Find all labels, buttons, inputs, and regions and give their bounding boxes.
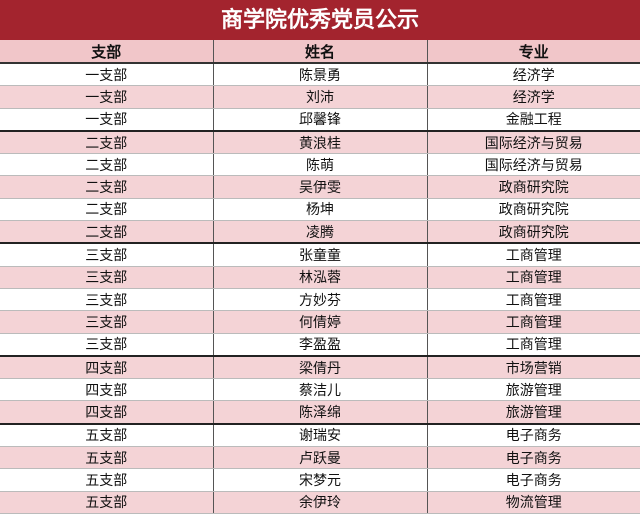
table-row: 五支部 谢瑞安 电子商务 [0,423,640,448]
table-cell: 经济学 [426,85,640,109]
table-cell: 黄浪桂 [212,130,428,155]
table-row: 三支部 张童童 工商管理 [0,243,640,267]
table-cell: 电子商务 [426,468,640,492]
table-cell: 经济学 [426,63,640,87]
table-cell: 卢跃曼 [212,446,428,470]
table-cell: 政商研究院 [426,198,640,222]
table-cell: 五支部 [0,446,214,470]
table-cell: 二支部 [0,153,214,177]
table-row: 二支部 杨坤 政商研究院 [0,198,640,222]
table-row: 五支部 宋梦元 电子商务 [0,468,640,492]
table-cell: 吴伊雯 [212,175,428,199]
table-body: 一支部 陈景勇 经济学 一支部 刘沛 经济学 一支部 邱馨锋 金融工程 二支部 黄浪桂 国际经济与贸易… [0,63,640,514]
table-cell: 金融工程 [426,108,640,132]
table-cell: 三支部 [0,288,214,312]
table-cell: 三支部 [0,243,214,267]
table-row: 一支部 刘沛 经济学 [0,85,640,109]
header-row: 支部 姓名 专业 [0,40,640,64]
table-row: 二支部 黄浪桂 国际经济与贸易 [0,130,640,155]
table-cell: 张童童 [212,243,428,267]
table-cell: 一支部 [0,108,214,132]
table-cell: 五支部 [0,491,214,514]
table-cell: 五支部 [0,468,214,492]
table-row: 四支部 蔡洁儿 旅游管理 [0,378,640,402]
table-cell: 陈景勇 [212,63,428,87]
table-row: 五支部 卢跃曼 电子商务 [0,446,640,470]
table-cell: 二支部 [0,175,214,199]
table-cell: 三支部 [0,266,214,289]
table-cell: 物流管理 [426,491,640,514]
table-cell: 二支部 [0,198,214,222]
table-row: 三支部 方妙芬 工商管理 [0,288,640,312]
table-row: 二支部 吴伊雯 政商研究院 [0,175,640,199]
table-cell: 杨坤 [212,198,428,222]
table-cell: 凌腾 [212,220,428,245]
table-cell: 工商管理 [426,333,640,357]
table-row: 一支部 邱馨锋 金融工程 [0,108,640,132]
member-table: 支部 姓名 专业 一支部 陈景勇 经济学 一支部 刘沛 经济学 一支部 邱馨锋 金融工程 二支部 黄浪桂… [0,40,640,514]
table-cell: 电子商务 [426,423,640,448]
table-cell: 工商管理 [426,310,640,334]
table-cell: 蔡洁儿 [212,378,428,402]
table-cell: 一支部 [0,85,214,109]
header-cell: 支部 [0,40,214,64]
table-row: 四支部 梁倩丹 市场营销 [0,355,640,380]
table-cell: 陈萌 [212,153,428,177]
table-cell: 三支部 [0,310,214,334]
table-row: 四支部 陈泽绵 旅游管理 [0,400,640,425]
table-row: 一支部 陈景勇 经济学 [0,63,640,87]
table-cell: 国际经济与贸易 [426,130,640,155]
table-cell: 工商管理 [426,288,640,312]
table-cell: 二支部 [0,130,214,155]
table-row: 五支部 余伊玲 物流管理 [0,491,640,514]
table-cell: 市场营销 [426,355,640,380]
table-cell: 五支部 [0,423,214,448]
table-cell: 政商研究院 [426,220,640,245]
header-cell: 姓名 [212,40,428,64]
table-cell: 三支部 [0,333,214,357]
table-row: 三支部 李盈盈 工商管理 [0,333,640,357]
table-cell: 宋梦元 [212,468,428,492]
table-cell: 余伊玲 [212,491,428,514]
table-cell: 政商研究院 [426,175,640,199]
table-cell: 梁倩丹 [212,355,428,380]
table-cell: 陈泽绵 [212,400,428,425]
table-cell: 林泓蓉 [212,266,428,289]
table-cell: 何倩婷 [212,310,428,334]
table-row: 三支部 何倩婷 工商管理 [0,310,640,334]
table-row: 二支部 陈萌 国际经济与贸易 [0,153,640,177]
table-cell: 二支部 [0,220,214,245]
table-cell: 旅游管理 [426,400,640,425]
table-cell: 四支部 [0,378,214,402]
table-cell: 谢瑞安 [212,423,428,448]
header-cell: 专业 [426,40,640,64]
table-cell: 一支部 [0,63,214,87]
table-cell: 四支部 [0,400,214,425]
table-cell: 工商管理 [426,266,640,289]
table-cell: 四支部 [0,355,214,380]
table-cell: 国际经济与贸易 [426,153,640,177]
table-cell: 工商管理 [426,243,640,267]
table-cell: 方妙芬 [212,288,428,312]
table-cell: 李盈盈 [212,333,428,357]
page-title: 商学院优秀党员公示 [0,0,640,40]
table-row: 二支部 凌腾 政商研究院 [0,220,640,245]
table-row: 三支部 林泓蓉 工商管理 [0,266,640,289]
table-cell: 邱馨锋 [212,108,428,132]
table-cell: 旅游管理 [426,378,640,402]
table-cell: 电子商务 [426,446,640,470]
table-cell: 刘沛 [212,85,428,109]
